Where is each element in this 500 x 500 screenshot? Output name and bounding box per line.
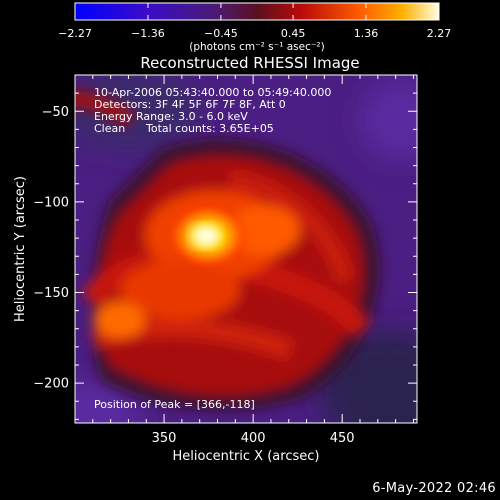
heatmap-image xyxy=(75,75,417,423)
y-tick-label: −50 xyxy=(42,105,69,120)
y-tick-label: −200 xyxy=(33,377,69,392)
x-axis-label: Heliocentric X (arcsec) xyxy=(173,449,320,464)
y-tick-label: −150 xyxy=(33,286,69,301)
x-tick-label: 350 xyxy=(152,431,177,446)
colorbar-tick-label: 0.45 xyxy=(281,27,306,40)
plot-frame xyxy=(74,74,418,424)
x-tick-label: 400 xyxy=(241,431,266,446)
annotation-detectors: Detectors: 3F 4F 5F 6F 7F 8F, Att 0 xyxy=(94,98,286,111)
colorbar-units-label: (photons cm⁻² s⁻¹ asec⁻²) xyxy=(189,41,324,53)
annotation-method: Clean xyxy=(94,122,125,135)
timestamp: 6-May-2022 02:46 xyxy=(372,481,496,496)
colorbar: −2.27 −1.36 −0.45 0.45 1.36 2.27 (photons cm⁻… xyxy=(58,2,451,53)
y-tick-label: −100 xyxy=(33,195,69,210)
colorbar-tick-label: 2.27 xyxy=(427,27,452,40)
annotation-energy-range: Energy Range: 3.0 - 6.0 keV xyxy=(94,110,248,123)
colorbar-tick-label: 1.36 xyxy=(354,27,379,40)
colorbar-ticks: −2.27 −1.36 −0.45 0.45 1.36 2.27 xyxy=(58,3,451,40)
colorbar-tick-label: −0.45 xyxy=(204,27,238,40)
y-axis: −50 −100 −150 −200 xyxy=(33,74,417,420)
x-tick-label: 450 xyxy=(330,431,355,446)
y-axis-label: Heliocentric Y (arcsec) xyxy=(13,176,28,322)
chart-title: Reconstructed RHESSI Image xyxy=(140,54,359,72)
annotation-time-range: 10-Apr-2006 05:43:40.000 to 05:49:40.000 xyxy=(94,86,331,99)
annotation-block: 10-Apr-2006 05:43:40.000 to 05:49:40.000… xyxy=(94,86,331,135)
x-axis: 350 400 450 xyxy=(92,75,414,446)
colorbar-gradient xyxy=(74,2,440,21)
colorbar-tick-label: −2.27 xyxy=(58,27,92,40)
peak-position-label: Position of Peak = [366,-118] xyxy=(94,398,255,411)
annotation-total-counts: Total counts: 3.65E+05 xyxy=(145,122,274,135)
colorbar-tick-label: −1.36 xyxy=(131,27,165,40)
